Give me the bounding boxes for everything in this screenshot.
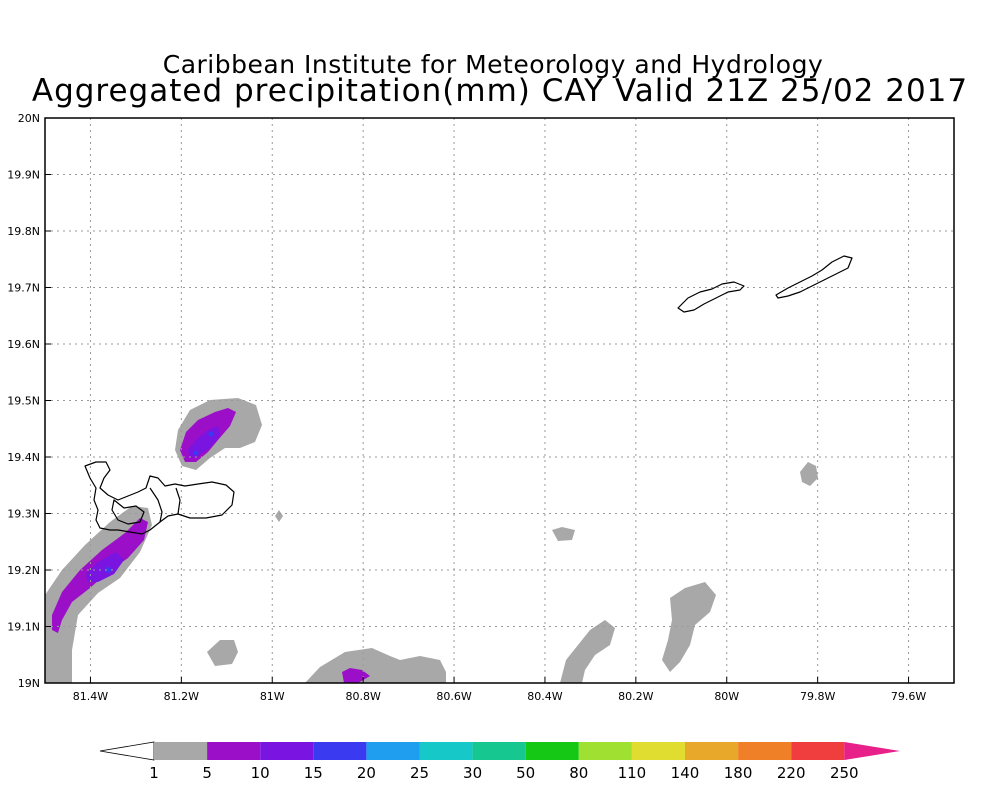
colorbar-over-arrow (844, 742, 900, 760)
lat-tick-label: 19.7N (7, 282, 40, 295)
colorbar-under-arrow (99, 741, 155, 761)
colorbar-bin (366, 742, 420, 760)
colorbar-bin (791, 742, 845, 760)
colorbar-bin (260, 742, 314, 760)
chart-title-institute: Caribbean Institute for Meteorology and … (162, 50, 824, 79)
precip-10-15mm-areas (86, 426, 220, 582)
lon-tick-label: 80.6W (436, 690, 471, 703)
lon-tick-label: 79.6W (891, 690, 926, 703)
colorbar-label: 140 (671, 764, 700, 782)
lon-tick-label: 81.4W (73, 690, 108, 703)
colorbar-label: 5 (202, 764, 212, 782)
lon-tick-label: 81.2W (164, 690, 199, 703)
lon-tick-label: 79.8W (800, 690, 835, 703)
precipitation-field (45, 398, 818, 683)
colorbar-label: 30 (463, 764, 482, 782)
colorbar-label: 80 (569, 764, 588, 782)
precip-speck-north-a (193, 450, 199, 456)
lon-tick-label: 80.4W (527, 690, 562, 703)
lat-tick-label: 19N (18, 677, 40, 690)
lat-tick-label: 20N (18, 112, 40, 125)
colorbar-label: 110 (618, 764, 647, 782)
island-cayman-brac (775, 255, 853, 299)
lon-tick-label: 80.2W (618, 690, 653, 703)
colorbar-bin (419, 742, 473, 760)
colorbar-bin (685, 742, 739, 760)
latitude-tick-labels: 19N 19.1N 19.2N 19.3N 19.4N 19.5N 19.6N 19.7N 19… (7, 112, 40, 690)
lon-tick-label: 80.8W (345, 690, 380, 703)
colorbar-label: 50 (516, 764, 535, 782)
precip-area-southeast-a (560, 620, 615, 683)
island-little-cayman (677, 281, 745, 313)
colorbar-label: 250 (830, 764, 859, 782)
precip-speck-west (105, 567, 111, 573)
colorbar-bin (207, 742, 261, 760)
precip-1-5mm-areas (45, 398, 818, 683)
colorbar-bin (578, 742, 632, 760)
lat-tick-label: 19.4N (7, 451, 40, 464)
precip-area-dot (275, 510, 283, 522)
precip-core-west (86, 552, 124, 582)
precip-area-small-a (207, 640, 238, 666)
grand-cayman-district-line-b (175, 487, 181, 515)
lat-tick-label: 19.3N (7, 508, 40, 521)
colorbar-bin (313, 742, 367, 760)
precipitation-colorbar: 1 5 10 15 20 25 30 50 80 110 140 180 220 250 (99, 741, 900, 782)
lat-tick-label: 19.1N (7, 621, 40, 634)
colorbar-bin (738, 742, 792, 760)
precip-15-20mm-specks (105, 431, 214, 573)
coastlines (84, 255, 853, 535)
grand-cayman-north-sound (111, 499, 145, 525)
map-frame (44, 117, 955, 684)
lat-tick-label: 19.9N (7, 169, 40, 182)
map-gridlines (45, 117, 954, 684)
island-grand-cayman (84, 461, 235, 535)
longitude-tick-labels: 81.4W 81.2W 81W 80.8W 80.6W 80.4W 80.2W 80W 79.8… (73, 690, 927, 703)
precip-area-south-central (305, 648, 446, 683)
precip-area-small-c (800, 462, 818, 486)
colorbar-label: 15 (304, 764, 323, 782)
precip-area-small-b (552, 527, 575, 541)
colorbar-bin (154, 742, 208, 760)
colorbar-label: 220 (777, 764, 806, 782)
precip-speck-north-b (208, 431, 214, 437)
lon-tick-label: 80W (714, 690, 739, 703)
colorbar-bin (631, 742, 685, 760)
colorbar-label: 10 (251, 764, 270, 782)
colorbar-bin (525, 742, 579, 760)
chart-title-product: Aggregated precipitation(mm) CAY Valid 2… (31, 73, 969, 109)
grand-cayman-district-line-a (149, 487, 163, 523)
lat-tick-label: 19.2N (7, 564, 40, 577)
colorbar-label: 180 (724, 764, 753, 782)
colorbar-label: 25 (410, 764, 429, 782)
lon-tick-label: 81W (260, 690, 285, 703)
lat-tick-label: 19.5N (7, 395, 40, 408)
lat-tick-label: 19.6N (7, 338, 40, 351)
lat-tick-label: 19.8N (7, 225, 40, 238)
colorbar-label: 1 (149, 764, 159, 782)
colorbar-label: 20 (357, 764, 376, 782)
colorbar-bin (472, 742, 526, 760)
